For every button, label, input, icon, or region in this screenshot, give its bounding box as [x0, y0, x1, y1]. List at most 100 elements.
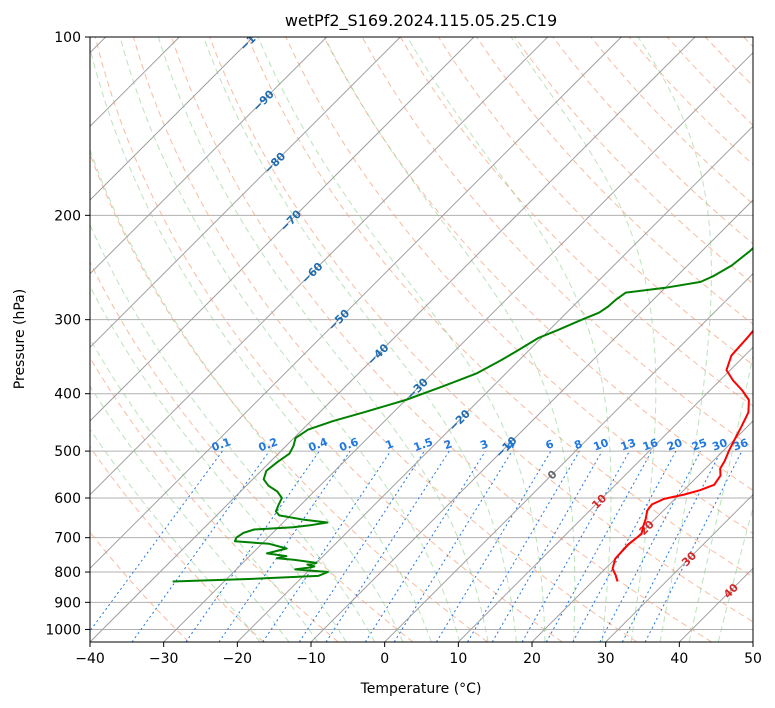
y-axis-ticks: 100 200 300 400 500 600 700 800 900 1000 — [45, 30, 90, 638]
y-tick-label: 1000 — [45, 622, 81, 638]
isotherm-line — [90, 37, 328, 275]
moist-adiabat — [637, 37, 712, 642]
x-tick-label: 30 — [597, 651, 615, 667]
isotherm-line — [90, 37, 622, 570]
y-tick-label: 300 — [54, 313, 81, 329]
dry-adiabat — [94, 37, 563, 642]
mixing-ratio-label: 4 — [505, 437, 517, 452]
mixing-ratio-label: 0.1 — [210, 435, 233, 454]
mixing-ratio-line — [435, 450, 552, 642]
mixing-ratio-label: 10 — [592, 436, 611, 454]
x-axis-label: Temperature (°C) — [360, 681, 482, 697]
mixing-ratio-line — [185, 450, 320, 642]
mixing-ratio-labels: 0.1 0.2 0.4 0.6 1 1.5 2 3 4 6 8 10 13 16 20 25 30 36 — [210, 435, 750, 454]
dry-adiabat — [90, 260, 414, 642]
isotherm-line — [310, 199, 753, 642]
x-tick-label: −40 — [75, 651, 105, 667]
mixing-ratio-label: 6 — [544, 437, 556, 452]
mixing-ratio-label: 36 — [731, 436, 750, 454]
dewpoint-profile — [172, 246, 753, 583]
mixing-ratio-line — [644, 450, 743, 642]
mixing-ratio-label: 0.6 — [338, 435, 361, 454]
y-tick-label: 700 — [54, 531, 81, 547]
moist-adiabat — [90, 148, 404, 642]
y-tick-label: 800 — [54, 565, 81, 581]
y-tick-label: 100 — [54, 30, 81, 46]
mixing-ratio-label: 2 — [442, 437, 454, 452]
x-tick-label: 0 — [380, 651, 389, 667]
mixing-ratio-line — [621, 450, 722, 642]
x-tick-label: 50 — [744, 651, 762, 667]
mixing-ratio-label: 0.4 — [307, 435, 330, 454]
mixing-ratio-line — [131, 450, 270, 642]
moist-adiabat — [257, 37, 546, 642]
moist-adiabat — [510, 37, 657, 642]
mixing-ratio-label: 25 — [690, 436, 709, 453]
mixing-ratio-label: 30 — [710, 436, 729, 454]
mixing-ratio-label: 20 — [665, 436, 684, 454]
y-tick-label: 600 — [54, 491, 81, 507]
isotherm-line — [605, 493, 753, 642]
mixing-ratio-line — [599, 450, 701, 642]
mixing-ratio-line — [521, 450, 630, 642]
mixing-ratio-lines — [90, 450, 743, 642]
y-tick-label: 400 — [54, 387, 81, 403]
sounding-profiles — [172, 246, 753, 583]
moist-adiabat — [90, 385, 290, 642]
moist-adiabat — [688, 353, 753, 642]
mixing-ratio-line — [393, 450, 513, 642]
moist-adiabat — [90, 337, 319, 642]
mixing-ratio-label: 0.2 — [257, 435, 280, 454]
mixing-ratio-line — [572, 450, 677, 642]
isotherm-line — [90, 37, 549, 496]
isotherm-line — [236, 125, 753, 642]
moist-adiabats — [90, 37, 753, 642]
mixing-ratio-line — [262, 450, 392, 642]
moist-adiabat — [90, 285, 347, 642]
mixing-ratio-label: 1.5 — [412, 435, 435, 454]
mixing-ratio-line — [467, 450, 580, 642]
mixing-ratio-label: 8 — [572, 437, 584, 452]
dry-adiabat — [132, 37, 638, 642]
mixing-ratio-line — [491, 450, 603, 642]
x-tick-label: 10 — [449, 651, 467, 667]
dry-adiabat — [209, 37, 753, 623]
isotherm-line — [384, 272, 753, 642]
x-axis-ticks: −40 −30 −20 −10 0 10 20 30 40 50 — [75, 642, 762, 667]
mixing-ratio-line — [298, 450, 425, 642]
moist-adiabat — [90, 46, 432, 642]
x-tick-label: −30 — [149, 651, 179, 667]
moist-adiabat — [119, 37, 461, 642]
moist-adiabat — [406, 37, 612, 642]
isotherm-line — [457, 346, 753, 642]
dry-adiabat — [90, 446, 264, 642]
moist-adiabat — [90, 428, 261, 642]
x-tick-label: 20 — [523, 651, 541, 667]
mixing-ratio-label: 1 — [384, 437, 396, 452]
y-axis-label: Pressure (hPa) — [12, 289, 28, 389]
y-tick-label: 900 — [54, 595, 81, 611]
chart-title: wetPf2_S169.2024.115.05.25.C19 — [285, 11, 557, 31]
x-tick-label: 40 — [670, 651, 688, 667]
moist-adiabat — [90, 223, 376, 642]
x-tick-label: −20 — [223, 651, 253, 667]
temperature-profile — [611, 329, 753, 582]
isotherm-line — [90, 37, 254, 201]
mixing-ratio-label: 3 — [478, 437, 490, 452]
isotherm-line — [90, 37, 401, 349]
mixing-ratio-label: 16 — [641, 436, 660, 454]
y-tick-label: 500 — [54, 444, 81, 460]
isotherm-line — [90, 37, 475, 422]
moist-adiabat — [717, 505, 753, 642]
moist-adiabat — [157, 37, 489, 642]
dry-adiabat — [171, 37, 712, 642]
dry-adiabat — [514, 37, 753, 285]
moist-adiabat — [203, 37, 517, 642]
dry-adiabat — [247, 37, 753, 578]
mixing-ratio-label: 13 — [619, 436, 638, 453]
plot-frame — [89, 36, 754, 643]
isotherm-line — [90, 37, 696, 642]
dry-adiabat — [285, 37, 753, 535]
